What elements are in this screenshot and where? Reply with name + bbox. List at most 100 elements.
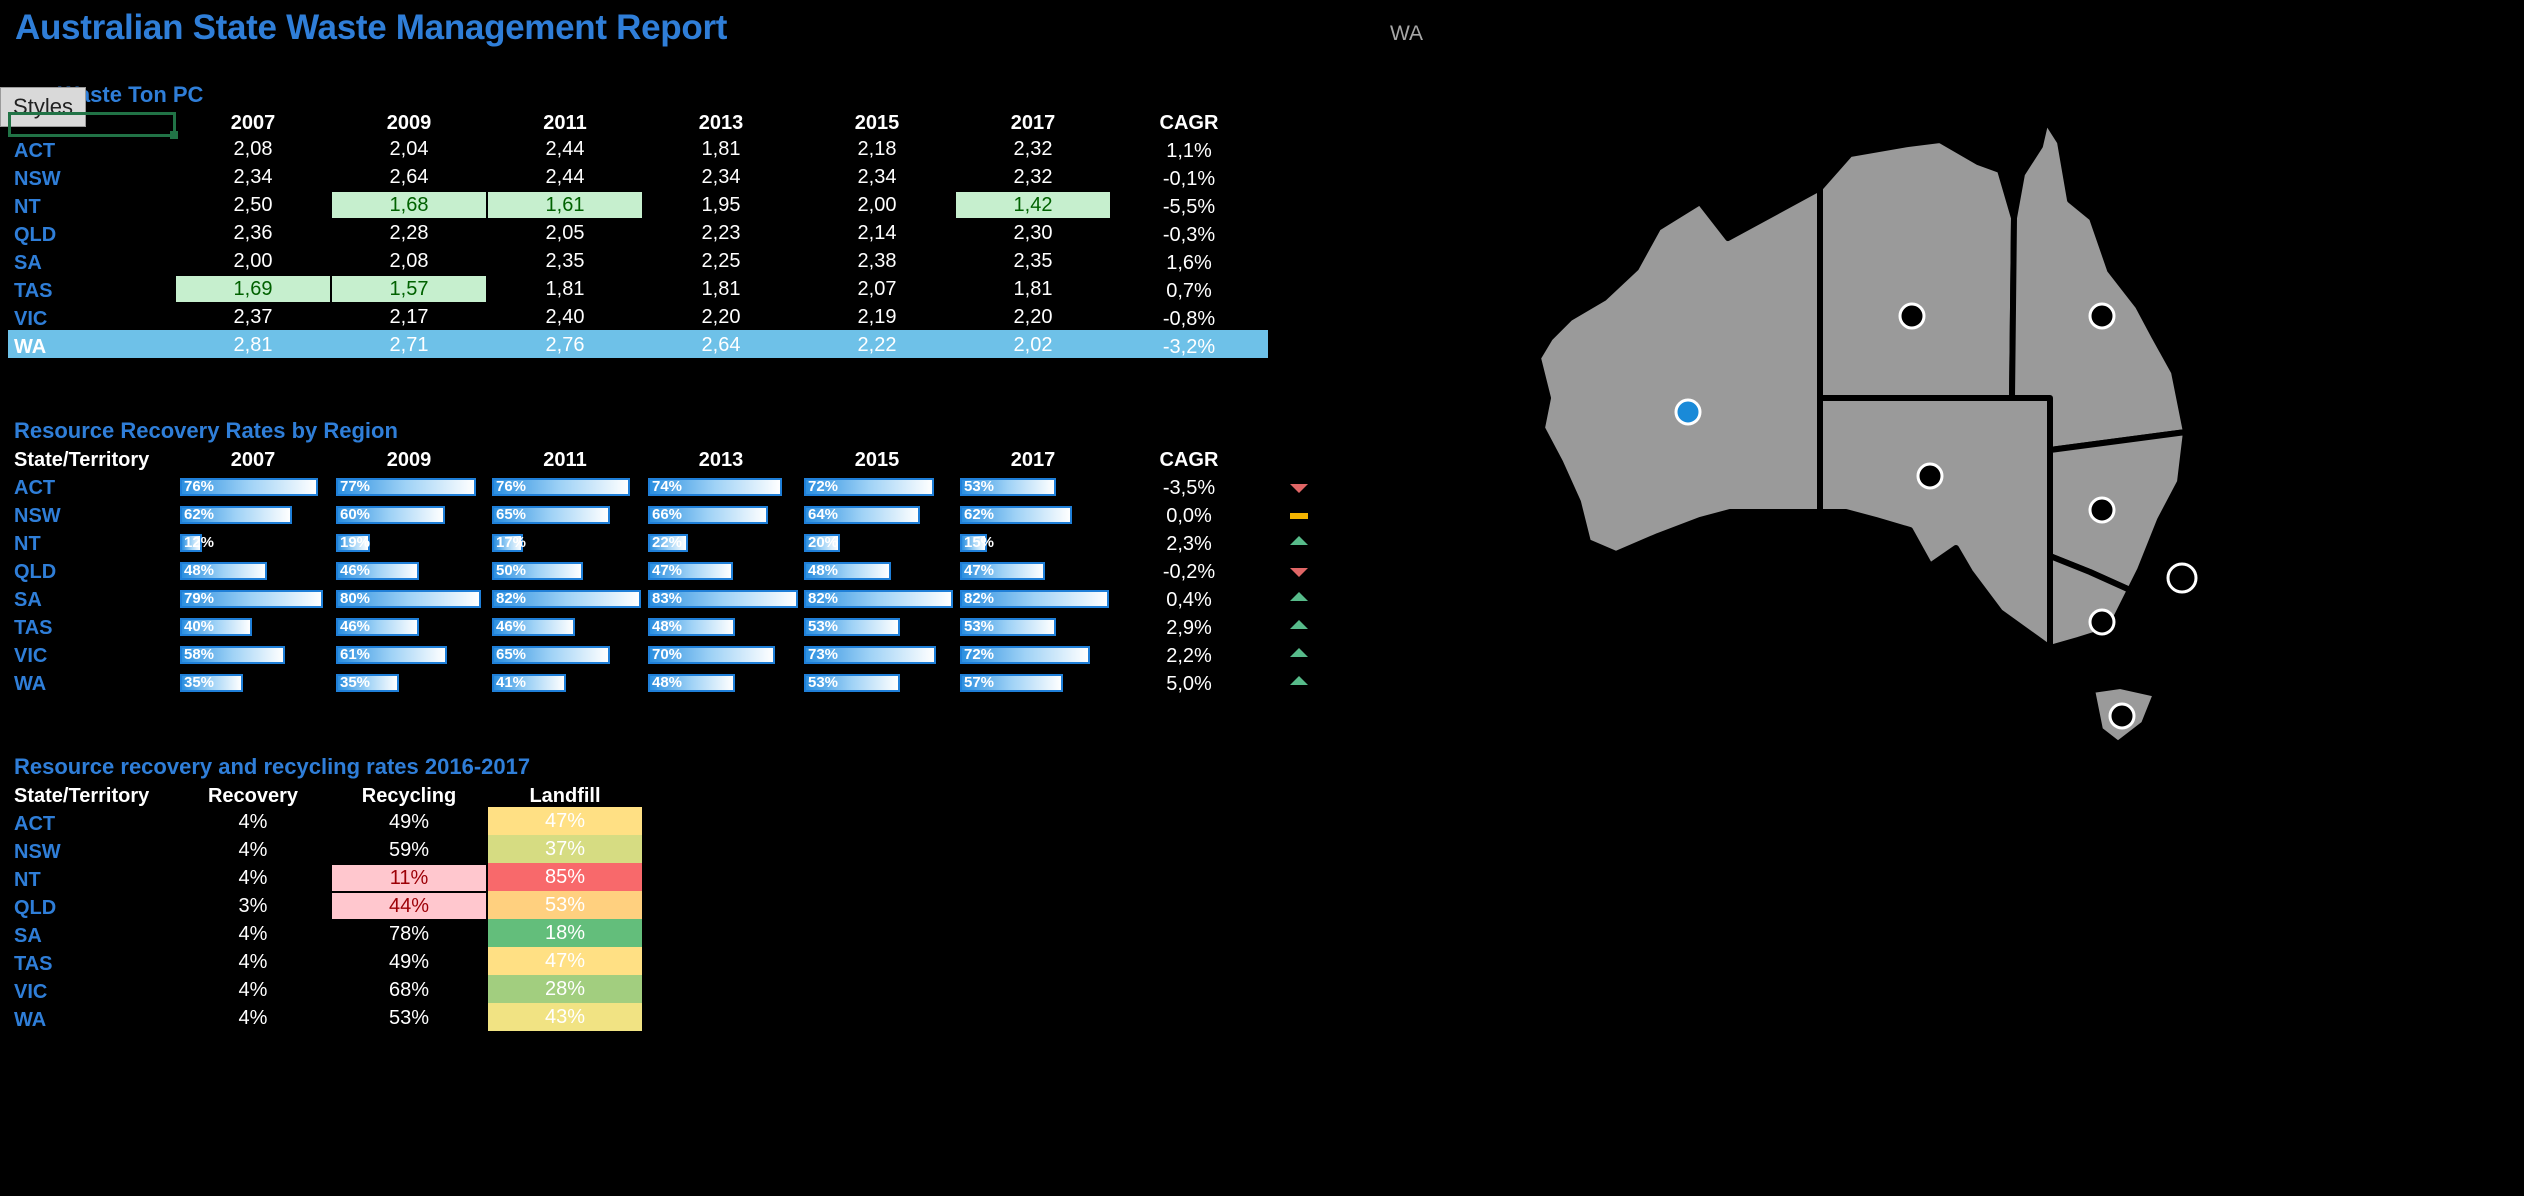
waste-cell[interactable]: 1,68 (332, 192, 486, 218)
waste-cagr-cell: -3,2% (1162, 336, 1216, 358)
recovery-rate-cell: 4% (238, 1007, 268, 1029)
recovery-bar: 35% (336, 674, 399, 692)
recovery-bar: 48% (648, 618, 735, 636)
waste-cell[interactable]: 2,28 (389, 222, 429, 244)
waste-cell[interactable]: 2,64 (389, 166, 429, 188)
recovery-year-header-2013: 2013 (698, 449, 744, 471)
map-marker-nsw (2088, 496, 2116, 524)
waste-cell[interactable]: 2,64 (701, 334, 741, 356)
waste-cell[interactable]: 2,34 (701, 166, 741, 188)
waste-cell[interactable]: 1,81 (545, 278, 585, 300)
australia-map[interactable] (1530, 110, 2300, 750)
active-cell-selection[interactable] (8, 112, 176, 137)
trend-up-icon (1290, 536, 1308, 545)
waste-cell[interactable]: 2,37 (233, 306, 273, 328)
waste-cell[interactable]: 2,30 (1013, 222, 1053, 244)
waste-cell[interactable]: 2,76 (545, 334, 585, 356)
waste-cell[interactable]: 2,35 (545, 250, 585, 272)
map-sa (1817, 395, 2053, 651)
map-marker-qld (2088, 302, 2116, 330)
recovery-bar: 77% (336, 478, 476, 496)
waste-cell[interactable]: 2,44 (545, 166, 585, 188)
recovery-bar: 46% (336, 562, 419, 580)
recovery-bar: 20% (804, 534, 840, 552)
recovery-bar: 12% (180, 534, 214, 552)
waste-cell[interactable]: 2,32 (1013, 166, 1053, 188)
recycling-rate-cell: 53% (388, 1007, 430, 1029)
waste-cell[interactable]: 2,32 (1013, 138, 1053, 160)
waste-cell[interactable]: 2,05 (545, 222, 585, 244)
waste-cell[interactable]: 2,18 (857, 138, 897, 160)
waste-cell[interactable]: 2,71 (389, 334, 429, 356)
waste-cell[interactable]: 1,95 (701, 194, 741, 216)
recovery-bar: 48% (648, 674, 735, 692)
waste-cell[interactable]: 1,69 (176, 276, 330, 302)
recovery-year-header-2009: 2009 (386, 449, 432, 471)
waste-cell[interactable]: 2,04 (389, 138, 429, 160)
recovery-bar: 76% (492, 478, 630, 496)
waste-cagr-cell: 1,6% (1166, 252, 1212, 274)
waste-cell[interactable]: 2,20 (1013, 306, 1053, 328)
waste-cell[interactable]: 2,40 (545, 306, 585, 328)
waste-cell[interactable]: 2,22 (857, 334, 897, 356)
landfill-rate-cell: 47% (488, 947, 642, 975)
waste-year-header-2013: 2013 (698, 112, 744, 134)
waste-cell[interactable]: 1,61 (488, 192, 642, 218)
waste-cell[interactable]: 1,81 (1013, 278, 1053, 300)
landfill-rate-cell: 28% (488, 975, 642, 1003)
waste-cell[interactable]: 2,20 (701, 306, 741, 328)
recovery-bar: 72% (804, 478, 934, 496)
selected-region-cell[interactable]: WA (1390, 22, 1424, 45)
landfill-rate-cell: 85% (488, 863, 642, 891)
recycling-row-label-sa: SA (14, 925, 42, 947)
recovery-cagr-cell: 0,4% (1166, 589, 1212, 611)
recovery-bar: 72% (960, 646, 1090, 664)
recovery-bar: 50% (492, 562, 583, 580)
map-marker-vic (2088, 608, 2116, 636)
waste-cagr-header: CAGR (1159, 112, 1219, 134)
waste-cell[interactable]: 2,36 (233, 222, 273, 244)
waste-row-label-wa: WA (14, 336, 47, 358)
waste-cell[interactable]: 2,25 (701, 250, 741, 272)
waste-cell[interactable]: 2,14 (857, 222, 897, 244)
waste-cell[interactable]: 2,00 (233, 250, 273, 272)
waste-cell[interactable]: 1,81 (701, 278, 741, 300)
waste-cell[interactable]: 2,17 (389, 306, 429, 328)
waste-row-label-nsw: NSW (14, 168, 61, 190)
recovery-row-label-qld: QLD (14, 561, 57, 583)
recycling-header-recovery: Recovery (207, 785, 299, 807)
recovery-bar: 48% (180, 562, 267, 580)
waste-cell[interactable]: 2,00 (857, 194, 897, 216)
waste-cell[interactable]: 2,35 (1013, 250, 1053, 272)
fill-handle[interactable] (170, 131, 178, 139)
waste-cell[interactable]: 2,08 (389, 250, 429, 272)
waste-cell[interactable]: 2,44 (545, 138, 585, 160)
waste-cell[interactable]: 2,34 (857, 166, 897, 188)
waste-cell[interactable]: 2,81 (233, 334, 273, 356)
waste-cell[interactable]: 1,81 (701, 138, 741, 160)
waste-cell[interactable]: 1,57 (332, 276, 486, 302)
waste-row-label-vic: VIC (14, 308, 48, 330)
waste-cell[interactable]: 1,42 (956, 192, 1110, 218)
recovery-bar: 82% (492, 590, 641, 608)
waste-cell[interactable]: 2,02 (1013, 334, 1053, 356)
waste-row-label-nt: NT (14, 196, 41, 218)
waste-cell[interactable]: 2,08 (233, 138, 273, 160)
waste-cell[interactable]: 2,50 (233, 194, 273, 216)
waste-cell[interactable]: 2,07 (857, 278, 897, 300)
waste-cell[interactable]: 2,34 (233, 166, 273, 188)
waste-cell[interactable]: 2,38 (857, 250, 897, 272)
recycling-rate-cell: 49% (388, 951, 430, 973)
landfill-rate-cell: 47% (488, 807, 642, 835)
recovery-bar: 83% (648, 590, 798, 608)
landfill-rate-cell: 18% (488, 919, 642, 947)
waste-cagr-cell: -0,8% (1162, 308, 1216, 330)
recovery-bar: 76% (180, 478, 318, 496)
recovery-cagr-cell: -0,2% (1162, 561, 1216, 583)
map-marker-sa (1916, 462, 1944, 490)
waste-cell[interactable]: 2,23 (701, 222, 741, 244)
recovery-bar: 74% (648, 478, 782, 496)
waste-cell[interactable]: 2,19 (857, 306, 897, 328)
waste-year-header-2015: 2015 (854, 112, 900, 134)
waste-cagr-cell: -0,1% (1162, 168, 1216, 190)
